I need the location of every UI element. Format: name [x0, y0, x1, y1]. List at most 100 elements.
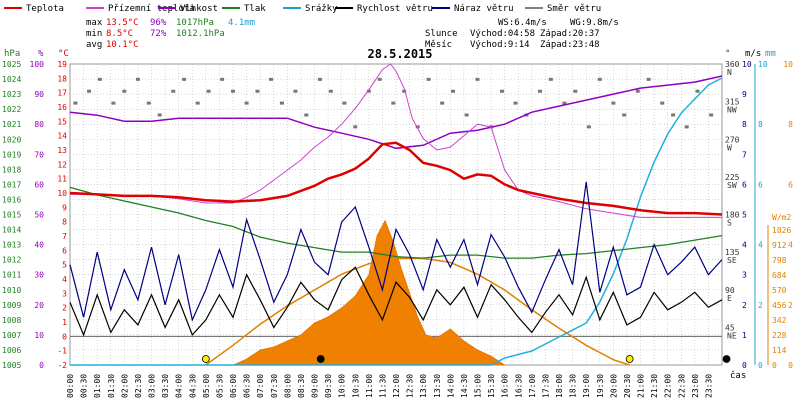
time-tick: 00:30	[80, 374, 89, 398]
smer-point	[709, 113, 714, 117]
mm-tick: 8	[758, 120, 763, 129]
stat-moonrise: Východ:9:14	[470, 40, 530, 50]
time-tick: 08:30	[297, 374, 306, 398]
time-tick: 08:00	[283, 374, 292, 398]
mm-tick: 2	[758, 301, 763, 310]
stat-moonset: Západ:23:48	[540, 40, 600, 50]
wm2-tick: 228	[772, 331, 787, 340]
smer-point	[279, 101, 284, 105]
time-tick: 12:00	[392, 374, 401, 398]
temp-tick: 18	[57, 74, 67, 83]
dir-tick: 90	[725, 286, 735, 295]
hpa-tick: 1016	[2, 195, 21, 204]
smer-point	[122, 89, 127, 93]
hpa-tick: 1021	[2, 120, 21, 129]
temp-tick: 11	[57, 175, 67, 184]
temp-tick: 3	[62, 289, 67, 298]
wm2-tick: 570	[772, 286, 787, 295]
time-tick: 21:30	[650, 374, 659, 398]
mm-tick: 6	[758, 180, 763, 189]
ms-unit: m/s	[745, 49, 761, 59]
wm2-tick: 912	[772, 241, 787, 250]
temp-tick: 16	[57, 103, 67, 112]
dir-tick: 45	[725, 323, 735, 332]
time-tick: 06:30	[243, 374, 252, 398]
hpa-tick: 1005	[2, 361, 21, 370]
smer-point	[671, 113, 676, 117]
dir-unit: °	[725, 49, 730, 59]
smer-point	[513, 101, 518, 105]
smer-point	[195, 101, 200, 105]
dir-tick: 270	[725, 135, 740, 144]
time-tick: 09:00	[311, 374, 320, 398]
temp-unit: °C	[58, 49, 69, 59]
time-tick: 20:00	[609, 374, 618, 398]
legend-label-teplota: Teplota	[26, 4, 64, 14]
legend-label-prizemni: Přízemní teplota	[108, 4, 195, 14]
time-tick: 17:00	[528, 374, 537, 398]
hpa-tick: 1012	[2, 256, 21, 265]
temp-tick: 13	[57, 146, 67, 155]
smer-point	[646, 77, 651, 81]
mm-tick: 0	[758, 361, 763, 370]
time-tick: 18:30	[569, 374, 578, 398]
time-axis-label: čas	[730, 370, 746, 381]
dir-tick-label: SW	[727, 181, 737, 190]
time-tick: 11:30	[378, 374, 387, 398]
time-tick: 22:00	[664, 374, 673, 398]
smer-point	[391, 101, 396, 105]
ms-tick: 10	[742, 60, 752, 69]
stat-sunrise: Východ:04:58	[470, 29, 535, 39]
temp-tick: 1	[62, 318, 67, 327]
stat-0-1: 13.5°C	[106, 18, 139, 28]
ms-tick: 8	[742, 120, 747, 129]
dir-tick: 315	[725, 98, 740, 107]
ms-tick: 4	[742, 241, 747, 250]
stat-2-1: 10.1°C	[106, 40, 139, 50]
time-tick: 22:30	[677, 374, 686, 398]
dir-tick-label: NE	[727, 331, 737, 340]
plot-area	[69, 63, 731, 366]
dir-tick: 135	[725, 248, 740, 257]
mm-tick: 10	[758, 60, 768, 69]
hpa-tick: 1009	[2, 301, 21, 310]
rain-int-tick: 10	[783, 60, 793, 69]
stat-2-0: avg	[86, 40, 102, 50]
wm2-tick: 1026	[772, 226, 791, 235]
wm2-tick: 342	[772, 316, 787, 325]
rain-int-tick: 6	[788, 180, 793, 189]
rain-int-tick: 8	[788, 120, 793, 129]
ms-tick: 0	[742, 361, 747, 370]
time-tick: 16:00	[501, 374, 510, 398]
hpa-tick: 1013	[2, 241, 21, 250]
stat-1-1: 8.5°C	[106, 29, 133, 39]
smer-point	[426, 77, 431, 81]
smer-point	[562, 101, 567, 105]
mm-tick: 4	[758, 241, 763, 250]
time-tick: 16:30	[514, 374, 523, 398]
time-tick: 17:30	[541, 374, 550, 398]
stat-0-2: 96%	[150, 18, 167, 28]
series-vlhkost	[69, 75, 723, 150]
rain-int-tick: 4	[788, 241, 793, 250]
time-tick: 03:00	[148, 374, 157, 398]
time-tick: 07:00	[256, 374, 265, 398]
smer-point	[684, 125, 689, 129]
time-tick: 04:30	[188, 374, 197, 398]
time-tick: 02:00	[120, 374, 129, 398]
time-tick: 10:00	[338, 374, 347, 398]
moonset-marker	[722, 355, 731, 363]
temp-tick: 6	[62, 246, 67, 255]
time-tick: 18:00	[555, 374, 564, 398]
time-tick: 19:30	[596, 374, 605, 398]
temp-tick: 8	[62, 218, 67, 227]
stat-1-0: min	[86, 29, 102, 39]
time-tick: 15:30	[487, 374, 496, 398]
time-tick: 02:30	[134, 374, 143, 398]
dir-tick: 225	[725, 173, 740, 182]
smer-point	[475, 77, 480, 81]
smer-point	[317, 77, 322, 81]
smer-point	[353, 125, 358, 129]
